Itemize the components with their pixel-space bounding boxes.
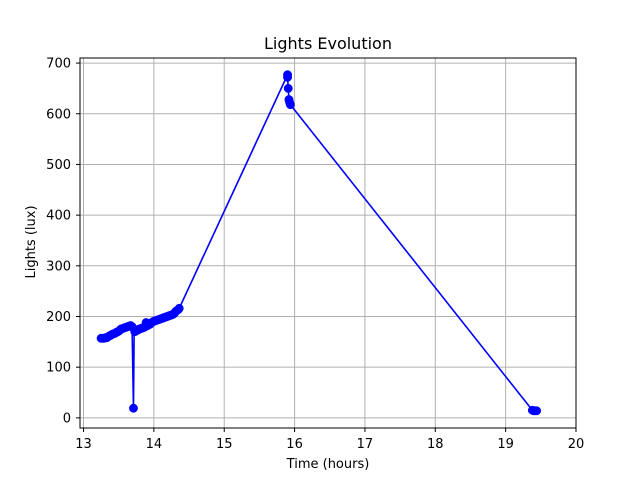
y-tick-label: 400: [46, 209, 71, 224]
x-axis-title: Time (hours): [286, 457, 370, 472]
x-tick-label: 18: [427, 437, 444, 452]
data-point: [532, 406, 542, 416]
y-axis-title: Lights (lux): [24, 205, 39, 278]
data-point: [129, 403, 138, 413]
x-tick-label: 14: [146, 437, 163, 452]
x-tick-label: 16: [286, 437, 303, 452]
data-point: [283, 72, 292, 82]
data-point: [285, 100, 295, 110]
data-point: [283, 83, 293, 93]
x-tick-label: 15: [216, 437, 233, 452]
plot-layer: [96, 70, 542, 416]
chart-title: Lights Evolution: [264, 34, 392, 53]
x-tick-label: 20: [568, 437, 585, 452]
x-tick-label: 17: [357, 437, 374, 452]
y-tick-label: 700: [46, 57, 71, 72]
data-point: [174, 303, 184, 313]
y-tick-label: 100: [46, 361, 71, 376]
y-tick-label: 200: [46, 310, 71, 325]
x-tick-label: 13: [75, 437, 92, 452]
y-tick-label: 0: [63, 411, 71, 426]
y-tick-label: 600: [46, 107, 71, 122]
plot-frame: [79, 57, 577, 429]
y-tick-label: 500: [46, 158, 71, 173]
x-tick-label: 19: [497, 437, 514, 452]
y-tick-label: 300: [46, 259, 71, 274]
